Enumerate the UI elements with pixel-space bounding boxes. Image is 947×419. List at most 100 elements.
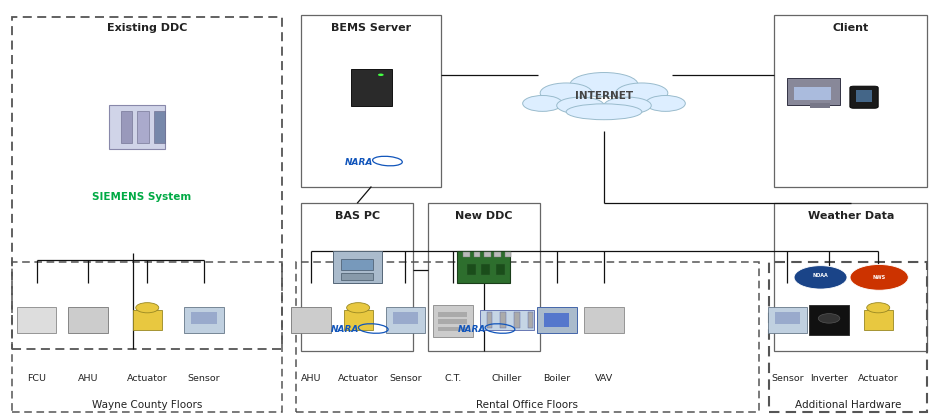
- Bar: [474, 252, 480, 257]
- Bar: [527, 312, 533, 328]
- Bar: [341, 259, 373, 270]
- Ellipse shape: [646, 96, 686, 111]
- Ellipse shape: [540, 83, 592, 103]
- Bar: [191, 312, 217, 324]
- Text: FCU: FCU: [27, 374, 46, 383]
- Text: NARA: NARA: [345, 158, 373, 167]
- Text: C.T.: C.T.: [444, 374, 461, 383]
- FancyBboxPatch shape: [788, 78, 840, 105]
- Text: Actuator: Actuator: [127, 374, 168, 383]
- FancyBboxPatch shape: [184, 307, 223, 334]
- Bar: [12, 262, 281, 412]
- Bar: [795, 87, 831, 100]
- Bar: [428, 203, 540, 352]
- Text: AHU: AHU: [78, 374, 98, 383]
- Bar: [494, 252, 501, 257]
- Text: Chiller: Chiller: [491, 374, 522, 383]
- Bar: [775, 312, 800, 324]
- Bar: [12, 18, 281, 349]
- Bar: [484, 252, 491, 257]
- Bar: [301, 203, 413, 352]
- Text: Sensor: Sensor: [188, 374, 221, 383]
- FancyBboxPatch shape: [849, 86, 878, 108]
- FancyBboxPatch shape: [433, 305, 473, 337]
- Bar: [463, 252, 470, 257]
- Text: INTERNET: INTERNET: [575, 91, 633, 101]
- Bar: [545, 313, 569, 327]
- Bar: [393, 312, 418, 324]
- Text: Existing DDC: Existing DDC: [107, 23, 187, 33]
- Text: NWS: NWS: [872, 275, 885, 280]
- Bar: [467, 264, 475, 274]
- Text: Sensor: Sensor: [771, 374, 804, 383]
- Ellipse shape: [566, 104, 642, 120]
- Bar: [301, 16, 441, 186]
- Bar: [487, 312, 492, 328]
- Circle shape: [795, 266, 847, 289]
- FancyBboxPatch shape: [479, 310, 534, 330]
- FancyBboxPatch shape: [332, 251, 382, 283]
- Circle shape: [378, 74, 384, 76]
- Ellipse shape: [570, 72, 638, 97]
- Text: Boiler: Boiler: [543, 374, 570, 383]
- FancyBboxPatch shape: [350, 69, 392, 106]
- Bar: [810, 103, 830, 108]
- Bar: [295, 262, 759, 412]
- Bar: [137, 111, 149, 143]
- Bar: [120, 111, 133, 143]
- FancyBboxPatch shape: [584, 307, 624, 334]
- FancyBboxPatch shape: [457, 251, 510, 283]
- Bar: [496, 264, 505, 274]
- Text: New DDC: New DDC: [456, 211, 512, 221]
- Text: SIEMENS System: SIEMENS System: [93, 191, 191, 202]
- FancyBboxPatch shape: [133, 310, 162, 330]
- Text: BEMS Server: BEMS Server: [331, 23, 411, 33]
- Ellipse shape: [523, 96, 563, 111]
- Ellipse shape: [604, 97, 652, 114]
- Bar: [505, 252, 511, 257]
- Circle shape: [347, 303, 369, 313]
- FancyBboxPatch shape: [17, 307, 57, 334]
- Text: Additional Hardware: Additional Hardware: [795, 400, 902, 409]
- Bar: [769, 262, 927, 412]
- FancyBboxPatch shape: [809, 305, 849, 335]
- FancyBboxPatch shape: [385, 307, 425, 334]
- Ellipse shape: [557, 97, 604, 114]
- FancyBboxPatch shape: [110, 105, 165, 149]
- FancyBboxPatch shape: [537, 307, 577, 334]
- Bar: [775, 203, 927, 352]
- Text: Sensor: Sensor: [389, 374, 421, 383]
- Text: NOAA: NOAA: [813, 273, 829, 278]
- Text: NARA: NARA: [457, 325, 486, 334]
- Text: BAS PC: BAS PC: [334, 211, 380, 221]
- Text: Actuator: Actuator: [338, 374, 379, 383]
- Bar: [341, 273, 373, 279]
- FancyBboxPatch shape: [291, 307, 331, 334]
- Text: Rental Office Floors: Rental Office Floors: [476, 400, 579, 409]
- Bar: [856, 91, 871, 101]
- Circle shape: [867, 303, 890, 313]
- Text: NARA: NARA: [331, 325, 359, 334]
- FancyBboxPatch shape: [864, 310, 893, 330]
- Text: Weather Data: Weather Data: [808, 211, 894, 221]
- Bar: [500, 312, 506, 328]
- Text: Wayne County Floors: Wayne County Floors: [92, 400, 202, 409]
- Bar: [514, 312, 520, 328]
- Text: Client: Client: [832, 23, 869, 33]
- Bar: [438, 319, 467, 324]
- Text: AHU: AHU: [300, 374, 321, 383]
- Circle shape: [850, 264, 908, 290]
- Bar: [775, 16, 927, 186]
- Text: VAV: VAV: [595, 374, 613, 383]
- FancyBboxPatch shape: [344, 310, 372, 330]
- Text: Actuator: Actuator: [858, 374, 899, 383]
- Text: Inverter: Inverter: [810, 374, 848, 383]
- FancyBboxPatch shape: [68, 307, 108, 334]
- Ellipse shape: [616, 83, 668, 103]
- Circle shape: [135, 303, 159, 313]
- Bar: [438, 326, 467, 331]
- Circle shape: [818, 314, 840, 323]
- Bar: [481, 264, 491, 274]
- Bar: [438, 312, 467, 317]
- FancyBboxPatch shape: [768, 307, 807, 334]
